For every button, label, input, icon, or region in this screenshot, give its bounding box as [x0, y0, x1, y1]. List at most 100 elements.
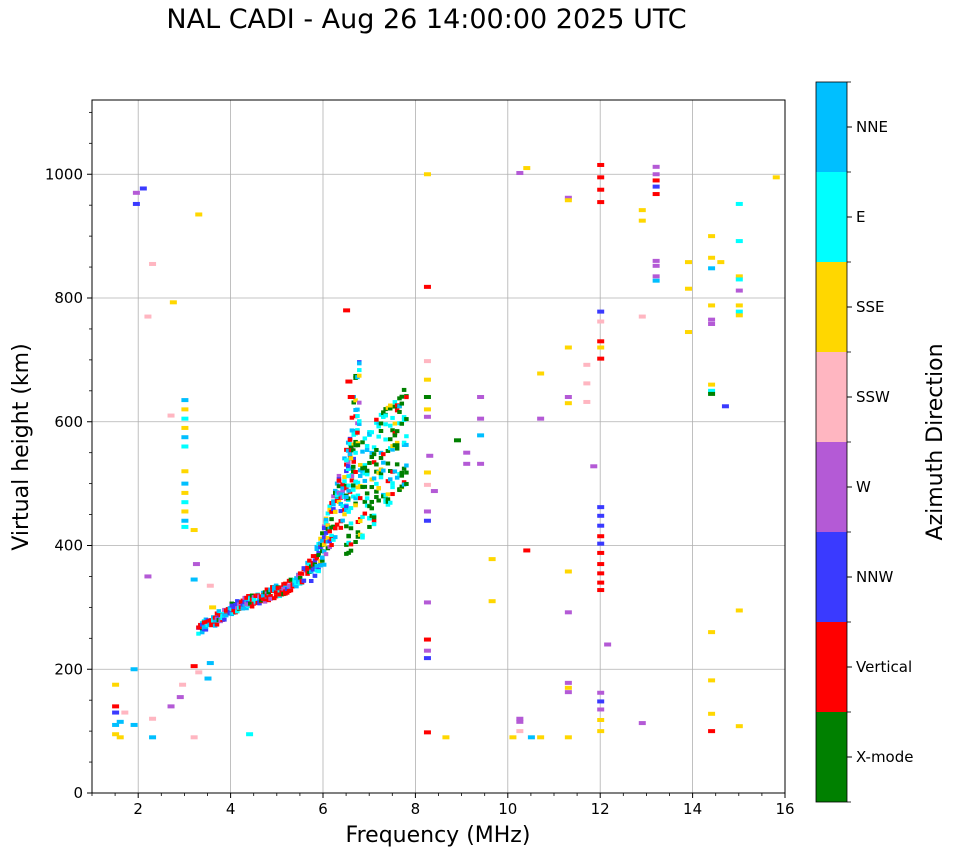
xmode-echo: [399, 421, 405, 426]
xmode-echo: [376, 434, 381, 439]
trace-echo: [268, 596, 273, 601]
xmode-echo: [401, 482, 407, 487]
echo-point: [167, 704, 175, 709]
echo-point: [112, 710, 120, 715]
xmode-echo: [353, 443, 358, 448]
echo-point: [564, 198, 572, 203]
trace-echo: [321, 549, 327, 554]
xmode-echo: [369, 513, 375, 518]
xmode-echo: [351, 464, 356, 469]
echo-point: [564, 395, 572, 399]
echo-point: [112, 722, 120, 727]
echo-point: [116, 719, 124, 724]
echo-point: [149, 716, 157, 721]
echo-point: [708, 711, 716, 716]
echo-point: [112, 732, 120, 737]
axis-ticks: 2 4 6 8 10 12 14 16 0 200 400 600 800 1000: [45, 111, 795, 818]
xmode-echo: [381, 410, 386, 415]
xmode-echo: [360, 466, 365, 471]
trace-echo: [336, 484, 342, 489]
echo-point: [527, 735, 535, 740]
echo-point: [597, 550, 605, 555]
y-tick-label: 0: [73, 784, 83, 802]
trace-echo: [321, 542, 327, 547]
xmode-echo: [374, 447, 379, 452]
echo-point: [597, 690, 605, 695]
xmode-echo: [371, 522, 377, 527]
echo-point: [423, 509, 431, 514]
echo-point: [453, 438, 461, 443]
echo-point: [537, 416, 545, 421]
xmode-echo: [390, 447, 395, 452]
xmode-echo: [376, 470, 381, 475]
xmode-echo: [344, 494, 349, 499]
trace-echo: [318, 563, 323, 568]
echo-point: [176, 695, 184, 700]
xmode-echo: [357, 532, 363, 537]
echo-point: [583, 362, 591, 367]
echo-layer: [112, 162, 780, 740]
xmode-echo: [392, 400, 398, 405]
trace-echo: [351, 459, 356, 464]
xmode-echo: [397, 396, 402, 401]
xmode-echo: [378, 450, 384, 455]
echo-point: [523, 548, 531, 553]
xmode-echo: [401, 440, 407, 445]
echo-point: [190, 577, 198, 582]
xmode-echo: [387, 437, 393, 442]
xmode-echo: [360, 449, 365, 454]
echo-point: [423, 470, 431, 475]
xmode-echo: [353, 450, 358, 455]
trace-echo: [272, 588, 277, 593]
echo-point: [735, 309, 743, 314]
trace-echo: [203, 627, 209, 632]
xmode-echo: [353, 503, 358, 508]
echo-point: [564, 610, 572, 615]
trace-echo: [323, 530, 329, 535]
x-axis-label: Frequency (MHz): [346, 823, 531, 848]
trace-echo: [320, 558, 325, 563]
xmode-echo: [404, 481, 409, 486]
xmode-echo: [392, 421, 398, 426]
trace-echo: [329, 509, 334, 514]
xmode-echo: [351, 487, 356, 492]
xmode-echo: [401, 387, 407, 392]
echo-point: [652, 263, 660, 268]
xmode-echo: [355, 485, 361, 490]
echo-point: [116, 735, 124, 740]
trace-echo: [338, 492, 344, 497]
xmode-echo: [353, 479, 358, 484]
xmode-echo: [385, 497, 391, 502]
echo-point: [130, 667, 138, 672]
xmode-echo: [404, 463, 409, 468]
xmode-echo: [369, 450, 375, 455]
echo-point: [652, 172, 660, 177]
trace-echo: [231, 605, 236, 610]
echo-point: [423, 172, 431, 177]
echo-point: [597, 319, 605, 324]
xmode-echo: [392, 404, 398, 409]
trace-echo: [344, 469, 349, 474]
echo-point: [181, 425, 189, 430]
echo-point: [190, 664, 198, 669]
echo-point: [192, 562, 200, 567]
echo-point: [181, 490, 189, 495]
xmode-echo: [362, 436, 368, 441]
echo-point: [597, 356, 605, 361]
trace-echo: [320, 531, 325, 536]
trace-echo: [333, 535, 338, 540]
trace-echo: [318, 545, 323, 550]
xmode-echo: [404, 417, 409, 422]
trace-echo: [344, 508, 349, 513]
trace-echo: [345, 448, 351, 453]
trace-echo: [199, 622, 205, 627]
xmode-echo: [385, 479, 391, 484]
colorbar-tick-label: X-mode: [856, 748, 913, 766]
colorbar-tick-label: SSW: [856, 388, 890, 406]
echo-point: [735, 274, 743, 279]
trace-echo: [320, 538, 325, 543]
xmode-echo: [362, 499, 368, 504]
xmode-echo: [378, 455, 384, 460]
xmode-echo: [367, 460, 372, 465]
xmode-echo: [367, 504, 372, 509]
